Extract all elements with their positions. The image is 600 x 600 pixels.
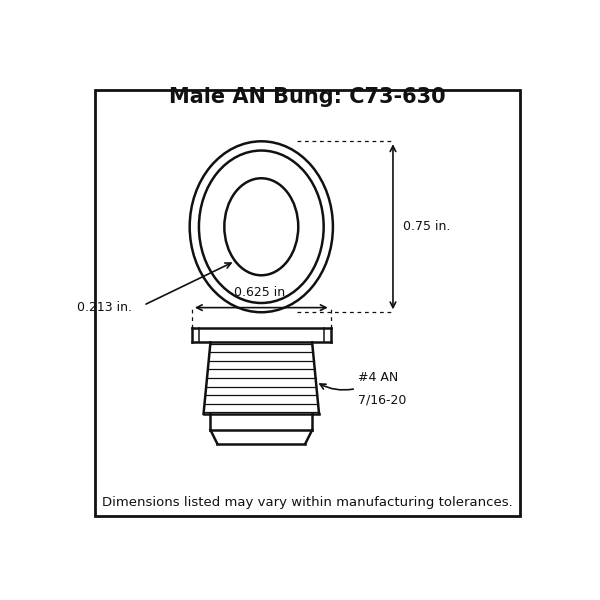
Text: Male AN Bung: C73-630: Male AN Bung: C73-630 (169, 88, 446, 107)
Text: 7/16-20: 7/16-20 (358, 393, 407, 406)
Text: 0.75 in.: 0.75 in. (403, 220, 451, 233)
Text: 0.625 in.: 0.625 in. (234, 286, 289, 299)
Text: #4 AN: #4 AN (358, 371, 398, 384)
Text: 0.213 in.: 0.213 in. (77, 301, 132, 314)
Text: Dimensions listed may vary within manufacturing tolerances.: Dimensions listed may vary within manufa… (102, 496, 513, 509)
